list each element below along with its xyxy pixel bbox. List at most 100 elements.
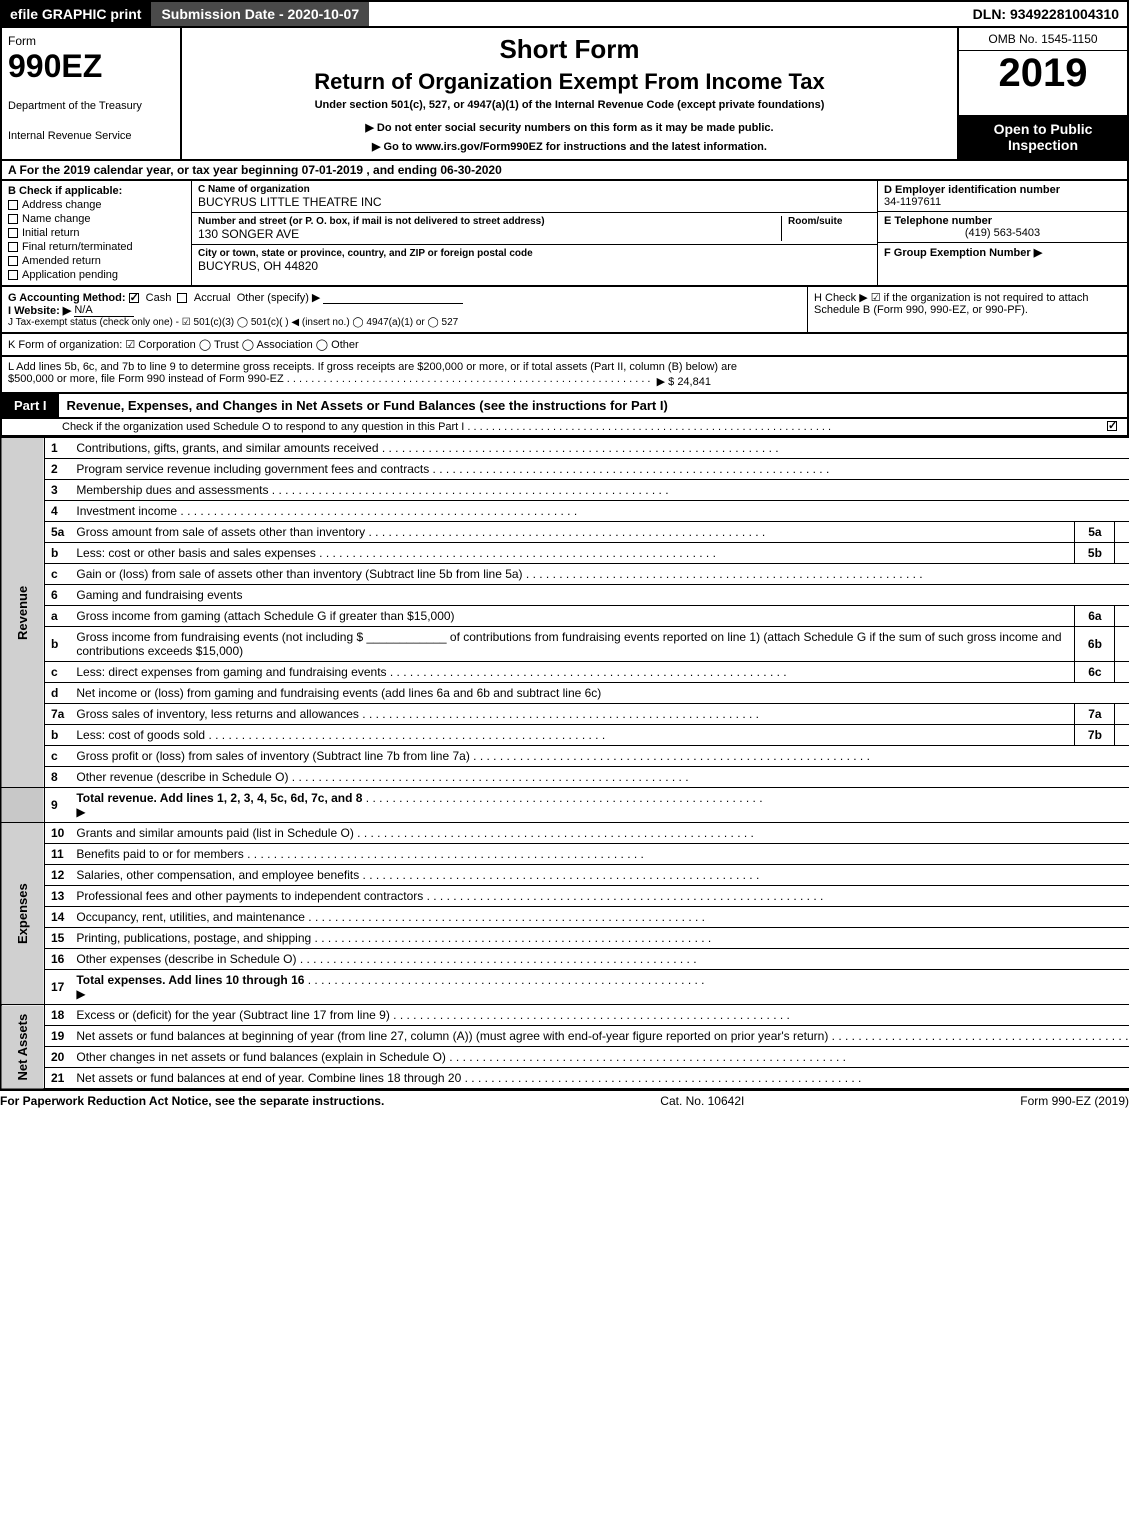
chk-name-change[interactable]: Name change (8, 213, 185, 225)
part1-checkbox[interactable] (1107, 421, 1117, 431)
l6c-sub: 6c (1075, 662, 1115, 683)
l19-num: 19 (45, 1026, 71, 1047)
org-info-grid: B Check if applicable: Address change Na… (0, 181, 1129, 287)
org-name-label: C Name of organization (198, 184, 871, 195)
section-h: H Check ▶ ☑ if the organization is not r… (807, 287, 1127, 332)
section-e: E Telephone number (419) 563-5403 (878, 212, 1127, 243)
org-city: BUCYRUS, OH 44820 (198, 259, 871, 273)
l16-num: 16 (45, 949, 71, 970)
part1-header: Part I Revenue, Expenses, and Changes in… (0, 394, 1129, 419)
org-city-label: City or town, state or province, country… (198, 248, 871, 259)
chk-initial-return[interactable]: Initial return (8, 227, 185, 239)
cash-label: Cash (146, 292, 172, 304)
section-l-text2: $500,000 or more, file Form 990 instead … (8, 373, 651, 385)
l6-desc: Gaming and fundraising events (70, 585, 1129, 606)
efile-print-label[interactable]: efile GRAPHIC print (2, 2, 149, 26)
line-21: 21 Net assets or fund balances at end of… (1, 1068, 1129, 1090)
l6-num: 6 (45, 585, 71, 606)
section-l-text1: L Add lines 5b, 6c, and 7b to line 9 to … (8, 361, 737, 373)
l6b-subval (1115, 627, 1129, 662)
chk-cash[interactable] (129, 293, 139, 303)
l7b-sub: 7b (1075, 725, 1115, 746)
ssn-warning: ▶ Do not enter social security numbers o… (192, 121, 947, 134)
l19-desc: Net assets or fund balances at beginning… (76, 1029, 1129, 1043)
line-7c: c Gross profit or (loss) from sales of i… (1, 746, 1129, 767)
l10-num: 10 (45, 823, 71, 844)
l5a-sub: 5a (1075, 522, 1115, 543)
l6b-sub: 6b (1075, 627, 1115, 662)
org-addr: 130 SONGER AVE (198, 227, 781, 241)
section-l: L Add lines 5b, 6c, and 7b to line 9 to … (0, 357, 1129, 394)
chk-application-pending-label: Application pending (22, 269, 118, 281)
l8-num: 8 (45, 767, 71, 788)
goto-link-text[interactable]: ▶ Go to www.irs.gov/Form990EZ for instru… (192, 140, 947, 153)
l17-desc: Total expenses. Add lines 10 through 16 (76, 973, 304, 987)
l6c-subval (1115, 662, 1129, 683)
l5b-sub: 5b (1075, 543, 1115, 564)
org-name: BUCYRUS LITTLE THEATRE INC (198, 195, 871, 209)
line-7a: 7a Gross sales of inventory, less return… (1, 704, 1129, 725)
l9-desc: Total revenue. Add lines 1, 2, 3, 4, 5c,… (76, 791, 362, 805)
l6c-num: c (45, 662, 71, 683)
section-c: C Name of organization BUCYRUS LITTLE TH… (192, 181, 877, 285)
header-center: Short Form Return of Organization Exempt… (182, 28, 957, 159)
form-header: Form 990EZ Department of the Treasury In… (0, 28, 1129, 161)
section-g: G Accounting Method: Cash Accrual Other … (8, 291, 801, 304)
line-20: 20 Other changes in net assets or fund b… (1, 1047, 1129, 1068)
chk-final-return[interactable]: Final return/terminated (8, 241, 185, 253)
section-h-text: H Check ▶ ☑ if the organization is not r… (814, 291, 1121, 316)
l7a-subval: 624 (1115, 704, 1129, 725)
l12-desc: Salaries, other compensation, and employ… (76, 868, 1129, 882)
l1-num: 1 (45, 438, 71, 459)
section-j: J Tax-exempt status (check only one) - ☑… (8, 317, 801, 328)
line-6a: a Gross income from gaming (attach Sched… (1, 606, 1129, 627)
other-specify-input[interactable] (323, 303, 463, 304)
expenses-side-label: Expenses (1, 823, 45, 1005)
l13-num: 13 (45, 886, 71, 907)
chk-accrual[interactable] (177, 293, 187, 303)
open-public-badge: Open to Public Inspection (959, 115, 1127, 159)
l6a-subval (1115, 606, 1129, 627)
irs-label: Internal Revenue Service (8, 130, 174, 142)
line-13: 13 Professional fees and other payments … (1, 886, 1129, 907)
department-label: Department of the Treasury (8, 100, 174, 112)
line-16: 16 Other expenses (describe in Schedule … (1, 949, 1129, 970)
part1-table: Revenue 1 Contributions, gifts, grants, … (0, 437, 1129, 1090)
line-7b: b Less: cost of goods sold 7b 198 (1, 725, 1129, 746)
revenue-side-label: Revenue (1, 438, 45, 788)
l3-desc: Membership dues and assessments (76, 483, 1129, 497)
chk-amended-return[interactable]: Amended return (8, 255, 185, 267)
l5a-desc: Gross amount from sale of assets other t… (76, 525, 1068, 539)
l7b-subval: 198 (1115, 725, 1129, 746)
l4-desc: Investment income (76, 504, 1129, 518)
footer-right: Form 990-EZ (2019) (1020, 1094, 1129, 1108)
l10-desc: Grants and similar amounts paid (list in… (76, 826, 1129, 840)
submission-date: Submission Date - 2020-10-07 (149, 2, 369, 26)
section-k-text: K Form of organization: ☑ Corporation ◯ … (8, 338, 1121, 351)
section-a-tax-year: A For the 2019 calendar year, or tax yea… (0, 161, 1129, 181)
l7b-desc: Less: cost of goods sold (76, 728, 1068, 742)
chk-name-change-label: Name change (22, 213, 91, 225)
chk-application-pending[interactable]: Application pending (8, 269, 185, 281)
line-19: 19 Net assets or fund balances at beginn… (1, 1026, 1129, 1047)
org-city-row: City or town, state or province, country… (192, 245, 877, 276)
l13-desc: Professional fees and other payments to … (76, 889, 1129, 903)
part1-title: Revenue, Expenses, and Changes in Net As… (59, 394, 1127, 417)
year-text: 2019 (999, 51, 1088, 95)
l21-desc: Net assets or fund balances at end of ye… (76, 1071, 1129, 1085)
chk-address-change[interactable]: Address change (8, 199, 185, 211)
l2-desc: Program service revenue including govern… (76, 462, 1129, 476)
l7a-num: 7a (45, 704, 71, 725)
l2-num: 2 (45, 459, 71, 480)
ein-value: 34-1197611 (884, 196, 1121, 208)
line-5b: b Less: cost or other basis and sales ex… (1, 543, 1129, 564)
section-g-h: G Accounting Method: Cash Accrual Other … (0, 287, 1129, 334)
org-addr-label: Number and street (or P. O. box, if mail… (198, 216, 781, 227)
line-3: 3 Membership dues and assessments 3 5,26… (1, 480, 1129, 501)
l14-num: 14 (45, 907, 71, 928)
l7a-sub: 7a (1075, 704, 1115, 725)
section-d: D Employer identification number 34-1197… (878, 181, 1127, 212)
line-6b: b Gross income from fundraising events (… (1, 627, 1129, 662)
l5b-desc: Less: cost or other basis and sales expe… (76, 546, 1068, 560)
l5b-subval (1115, 543, 1129, 564)
